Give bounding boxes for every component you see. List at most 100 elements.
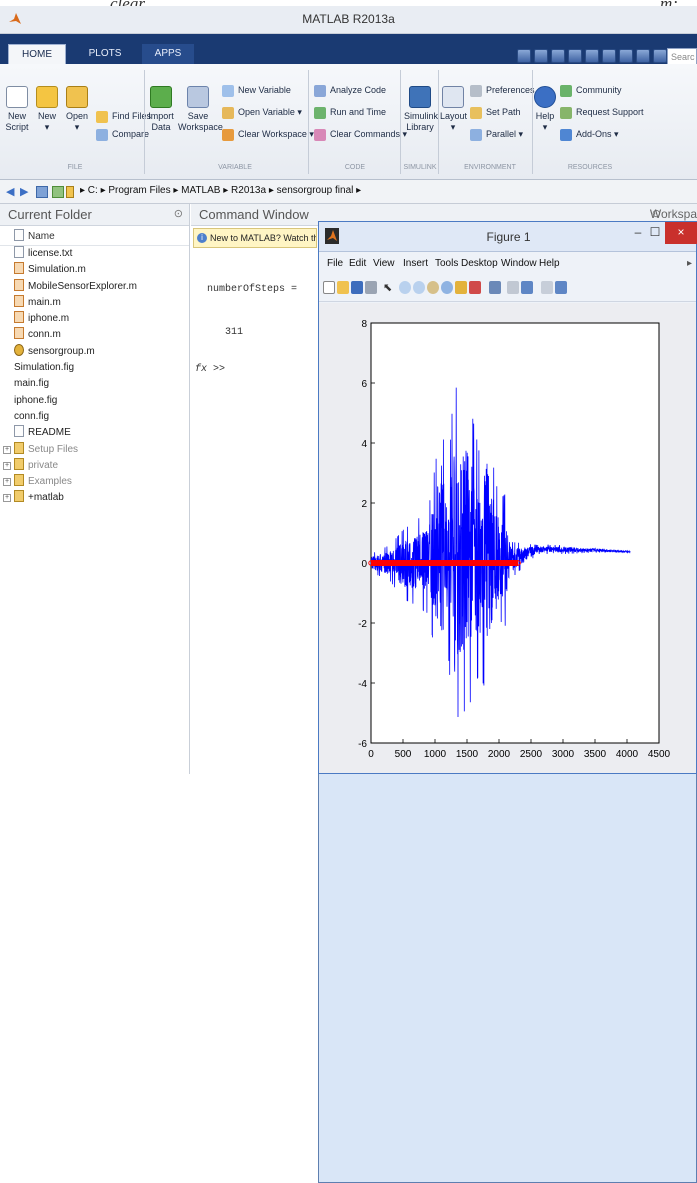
expand-icon[interactable]: + xyxy=(3,461,11,470)
forward-arrow-icon[interactable]: ▶ xyxy=(20,186,29,198)
preferences-button[interactable]: Preferences xyxy=(470,82,535,98)
tab-plots[interactable]: PLOTS xyxy=(88,48,122,59)
addons-button[interactable]: Add-Ons ▾ xyxy=(560,126,619,142)
brush-icon[interactable] xyxy=(469,281,481,294)
file-row[interactable]: main.fig xyxy=(0,376,697,1151)
save-figure-icon[interactable] xyxy=(351,281,363,294)
save-icon[interactable] xyxy=(517,49,531,63)
file-row[interactable]: main.m xyxy=(0,294,189,311)
help-button[interactable]: Help ▾ xyxy=(534,86,556,133)
back-arrow-icon[interactable]: ◀ xyxy=(6,186,15,198)
file-row[interactable]: Simulation.fig xyxy=(0,360,697,1135)
run-and-time-button[interactable]: Run and Time xyxy=(314,104,386,120)
panel-actions-icon[interactable]: ⊙ xyxy=(173,208,183,220)
folder-row[interactable]: + Setup Files xyxy=(0,441,189,458)
simulink-library-button[interactable]: Simulink Library xyxy=(404,86,438,133)
matlab-logo-icon xyxy=(9,13,21,24)
new-script-button[interactable]: New Script xyxy=(4,86,30,133)
switch-windows-icon[interactable] xyxy=(619,49,633,63)
menu-view[interactable]: View xyxy=(373,258,395,269)
expand-icon[interactable]: + xyxy=(3,445,11,454)
browse-folder-icon[interactable] xyxy=(52,186,64,198)
window-layout-icon[interactable] xyxy=(636,49,650,63)
x-tick-label: 3500 xyxy=(584,749,607,760)
request-support-button[interactable]: Request Support xyxy=(560,104,644,120)
workspace-tab[interactable]: Workspa xyxy=(649,207,697,221)
file-row[interactable]: MobileSensorExplorer.m xyxy=(0,278,189,295)
zoom-out-icon[interactable] xyxy=(413,281,425,294)
menu-insert[interactable]: Insert xyxy=(403,258,429,269)
close-button[interactable]: × xyxy=(665,222,697,244)
save-workspace-button[interactable]: Save Workspace xyxy=(178,86,223,133)
menu-window[interactable]: Window xyxy=(501,258,537,269)
command-prompt[interactable]: fx >> xyxy=(195,364,226,375)
clear-workspace-icon xyxy=(222,128,234,141)
menu-desktop[interactable]: Desktop xyxy=(461,258,498,269)
file-name: license.txt xyxy=(28,248,73,259)
file-row[interactable]: sensorgroup.m xyxy=(0,343,189,360)
find-files-button[interactable]: Find Files xyxy=(96,108,151,124)
clear-workspace-button[interactable]: Clear Workspace ▾ xyxy=(222,126,314,142)
file-row[interactable]: license.txt xyxy=(0,246,189,262)
print-icon[interactable] xyxy=(365,281,377,294)
preferences-label: Preferences xyxy=(486,85,535,95)
new-to-matlab-banner[interactable]: i New to MATLAB? Watch this Vi xyxy=(193,228,317,248)
file-row[interactable]: Simulation.m xyxy=(0,262,189,278)
cut-icon[interactable] xyxy=(534,49,548,63)
open-file-icon[interactable] xyxy=(337,281,349,294)
menu-tools[interactable]: Tools xyxy=(435,258,459,269)
set-path-button[interactable]: Set Path xyxy=(470,104,521,120)
copy-icon[interactable] xyxy=(551,49,565,63)
file-row[interactable]: README xyxy=(0,425,189,441)
open-button[interactable]: Open ▾ xyxy=(64,86,90,133)
layout-button[interactable]: Layout ▾ xyxy=(440,86,467,133)
up-folder-icon[interactable] xyxy=(36,186,48,198)
file-row[interactable]: iphone.m xyxy=(0,311,189,327)
folder-row[interactable]: + Examples xyxy=(0,474,189,490)
community-button[interactable]: Community xyxy=(560,82,622,98)
minimize-button[interactable]: – xyxy=(634,225,642,239)
name-column-header[interactable]: Name xyxy=(0,226,189,246)
clear-commands-button[interactable]: Clear Commands ▾ xyxy=(314,126,407,142)
pan-icon[interactable] xyxy=(427,281,439,294)
tab-apps[interactable]: APPS xyxy=(142,44,194,64)
menu-edit[interactable]: Edit xyxy=(349,258,367,269)
panel-actions-icon[interactable]: ⊙ xyxy=(651,208,661,220)
folder-icon xyxy=(14,474,24,487)
parallel-button[interactable]: Parallel ▾ xyxy=(470,126,523,142)
file-row[interactable]: iphone.fig xyxy=(0,393,697,1167)
breadcrumb[interactable]: ▸ C: ▸ Program Files ▸ MATLAB ▸ R2013a ▸… xyxy=(80,185,362,196)
data-cursor-icon[interactable] xyxy=(455,281,467,294)
maximize-button[interactable]: ☐ xyxy=(649,225,661,239)
zoom-in-icon[interactable] xyxy=(399,281,411,294)
menu-help[interactable]: Help xyxy=(539,258,560,269)
import-data-button[interactable]: Import Data xyxy=(148,86,174,133)
rotate-3d-icon[interactable] xyxy=(441,281,453,294)
paste-icon[interactable] xyxy=(568,49,582,63)
menu-overflow-icon[interactable]: ▸ xyxy=(686,258,692,269)
show-plot-tools-icon[interactable] xyxy=(555,281,567,294)
insert-colorbar-icon[interactable] xyxy=(507,281,519,294)
menu-file[interactable]: File xyxy=(327,258,344,269)
analyze-code-button[interactable]: Analyze Code xyxy=(314,82,386,98)
hide-plot-tools-icon[interactable] xyxy=(541,281,553,294)
folder-row[interactable]: + private xyxy=(0,457,189,474)
new-variable-button[interactable]: New Variable xyxy=(222,82,291,98)
expand-icon[interactable]: + xyxy=(3,494,11,503)
link-plot-icon[interactable] xyxy=(489,281,501,294)
new-figure-icon[interactable] xyxy=(323,281,335,294)
file-row[interactable]: conn.fig xyxy=(0,409,697,1183)
open-variable-button[interactable]: Open Variable ▾ xyxy=(222,104,302,120)
undo-icon[interactable] xyxy=(585,49,599,63)
redo-icon[interactable] xyxy=(602,49,616,63)
help-icon[interactable] xyxy=(653,49,667,63)
file-row[interactable]: conn.m xyxy=(0,327,189,343)
compare-button[interactable]: Compare xyxy=(96,126,149,142)
tab-home[interactable]: HOME xyxy=(8,44,66,64)
pointer-icon[interactable]: ⬉ xyxy=(383,282,393,294)
new-button[interactable]: New ▾ xyxy=(34,86,60,133)
folder-row[interactable]: + +matlab xyxy=(0,490,189,506)
insert-legend-icon[interactable] xyxy=(521,281,533,294)
expand-icon[interactable]: + xyxy=(3,478,11,487)
group-label-variable: VARIABLE xyxy=(218,164,252,171)
